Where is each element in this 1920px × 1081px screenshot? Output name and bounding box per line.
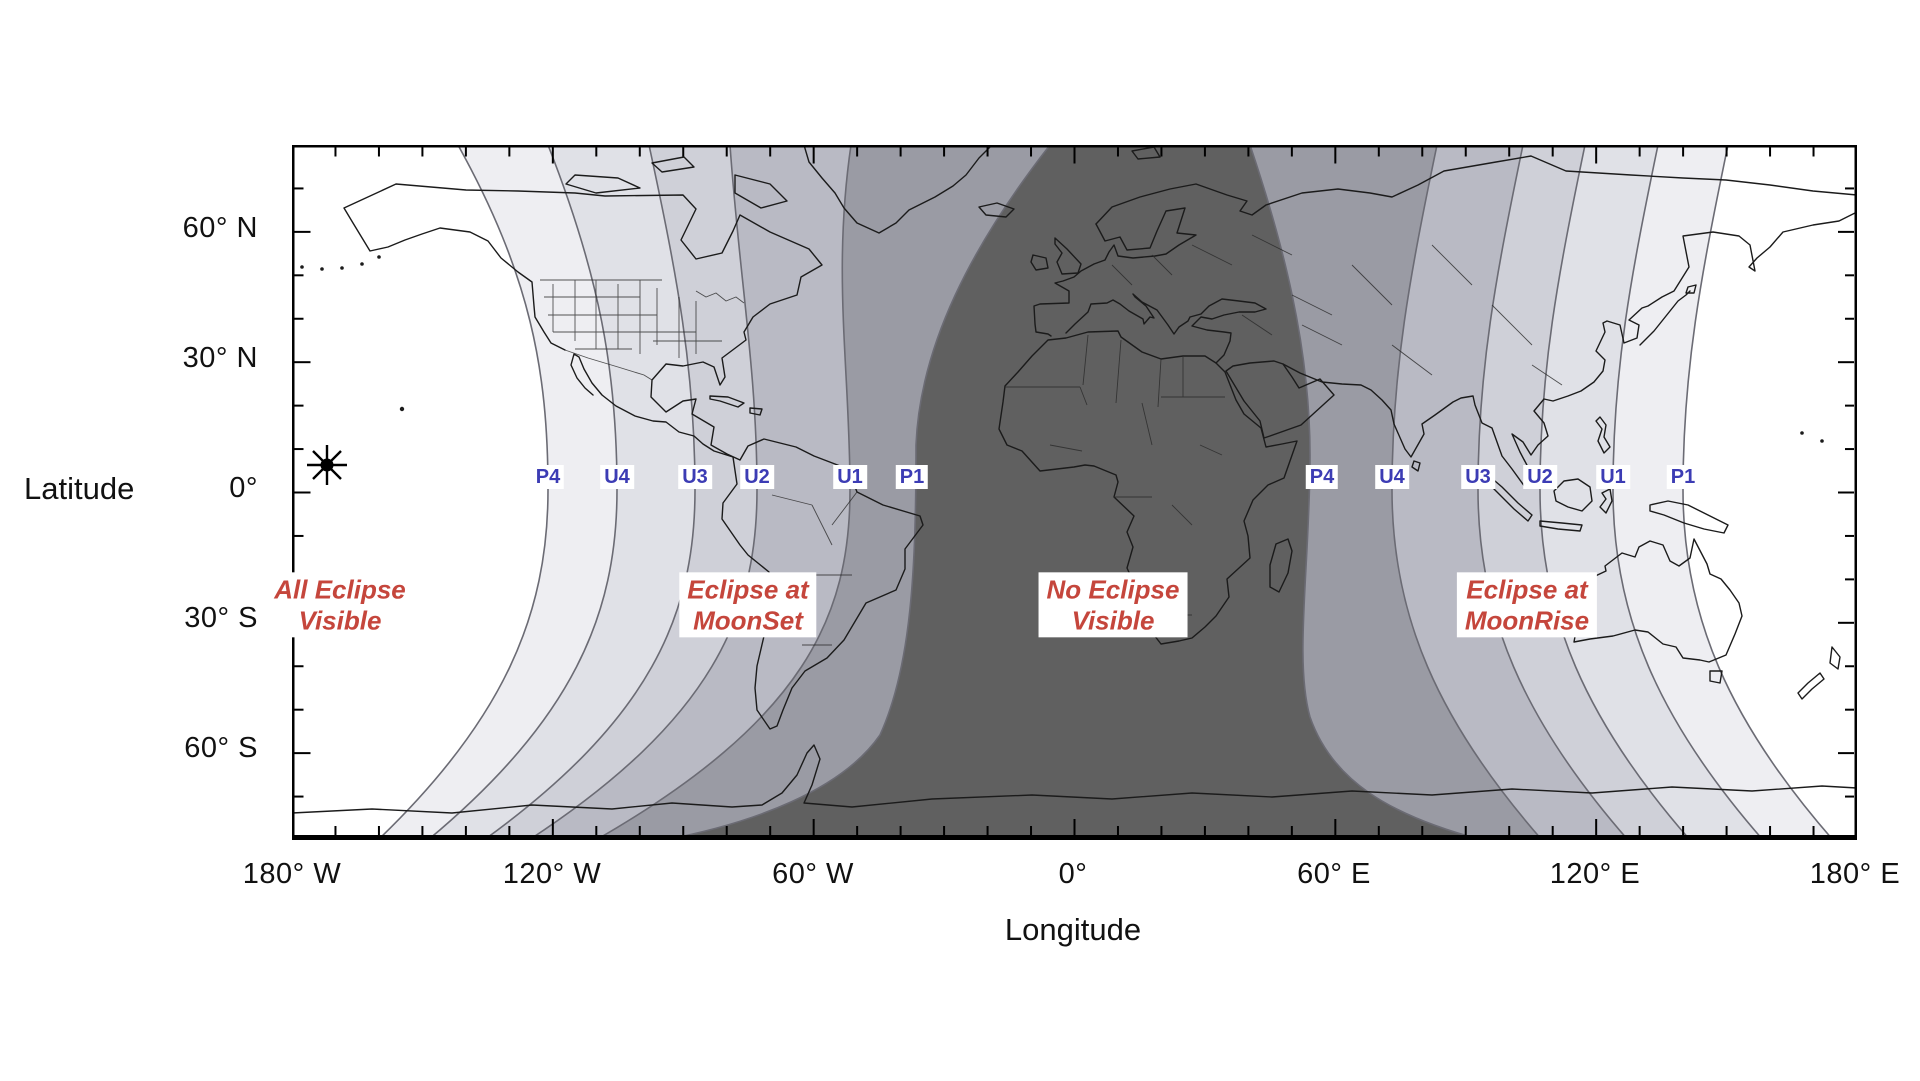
region-label-eclipse-at-moonset: Eclipse at MoonSet (679, 572, 817, 638)
x-tick-60w: 60° W (772, 858, 854, 890)
x-tick-120e: 120° E (1549, 858, 1641, 890)
region-label-line1: No Eclipse (1046, 574, 1180, 605)
region-label-line2: Visible (298, 605, 382, 635)
region-label-eclipse-at-moonrise: Eclipse at MoonRise (1456, 572, 1598, 638)
contour-label-p4-left: P4 (531, 465, 565, 489)
no-eclipse-region (664, 145, 1482, 840)
axis-ticks (294, 147, 1854, 835)
political-borders (540, 234, 1563, 646)
y-tick-60n: 60° N (182, 212, 258, 244)
y-tick-30s: 30° S (184, 602, 258, 634)
x-tick-0: 0° (1058, 858, 1088, 890)
world-map-svg (292, 145, 1857, 840)
region-label-no-eclipse-visible: No Eclipse Visible (1038, 572, 1188, 638)
contour-label-u4-left: U4 (600, 465, 634, 489)
y-tick-60s: 60° S (184, 732, 258, 764)
x-tick-60e: 60° E (1297, 858, 1371, 890)
star-marker (307, 445, 347, 485)
y-axis-title: Latitude (24, 471, 135, 506)
contour-label-u1-right: U1 (1596, 465, 1630, 489)
region-label-line2: MoonSet (693, 605, 803, 635)
contour-label-u3-right: U3 (1461, 465, 1495, 489)
contour-label-u4-right: U4 (1375, 465, 1409, 489)
x-tick-180e: 180° E (1809, 858, 1901, 890)
x-tick-180w: 180° W (242, 858, 342, 890)
contour-label-p4-right: P4 (1305, 465, 1339, 489)
eclipse-contour-lines (377, 145, 1834, 840)
eclipse-shading-bands (378, 145, 1833, 840)
x-axis-title: Longitude (1004, 912, 1142, 947)
contour-label-p1-right: P1 (1666, 465, 1700, 489)
region-label-line1: Eclipse at (687, 574, 809, 605)
region-label-line1: All Eclipse (274, 574, 406, 605)
contour-label-u3-left: U3 (678, 465, 712, 489)
contour-label-p1-left: P1 (895, 465, 929, 489)
contour-label-u2-left: U2 (740, 465, 774, 489)
region-label-line2: MoonRise (1464, 605, 1590, 635)
region-label-all-eclipse-visible: All Eclipse Visible (266, 572, 414, 638)
x-tick-120w: 120° W (502, 858, 602, 890)
y-tick-0: 0° (229, 472, 258, 504)
contour-label-u2-right: U2 (1523, 465, 1557, 489)
region-label-line1: Eclipse at (1466, 574, 1588, 605)
region-label-line2: Visible (1071, 605, 1155, 635)
y-tick-30n: 30° N (182, 342, 258, 374)
contour-label-u1-left: U1 (833, 465, 867, 489)
map-plot-area: P4 U4 U3 U2 U1 P1 P4 U4 U3 U2 U1 P1 All … (266, 145, 1857, 840)
